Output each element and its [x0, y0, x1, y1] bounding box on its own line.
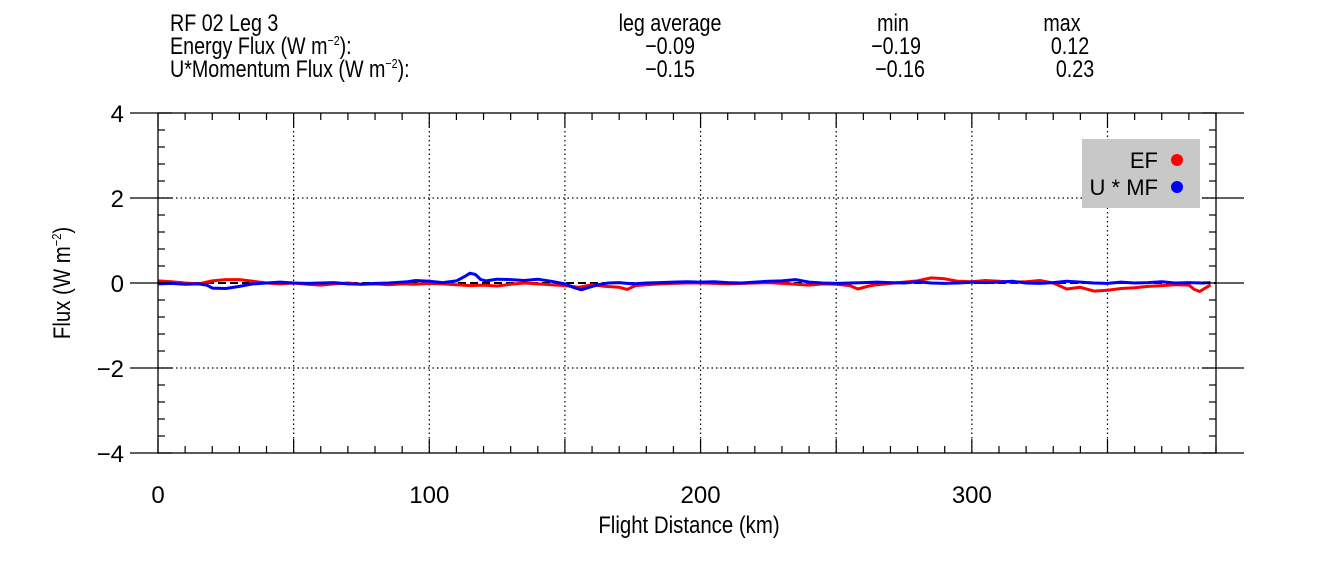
axis-ticks: [130, 112, 1244, 454]
col-leg-average: leg average: [618, 10, 722, 37]
y-tick-label: −2: [97, 356, 124, 383]
momentum-flux-label-suffix: ):: [397, 56, 410, 83]
energy-flux-label: Energy Flux (W m−2):: [170, 33, 352, 60]
energy-flux-label-suffix: ):: [339, 33, 352, 60]
energy-flux-label-text: Energy Flux (W m: [170, 33, 328, 60]
energy-min: −0.19: [871, 33, 921, 60]
momentum-max: 0.23: [1055, 56, 1095, 83]
y-tick-label: −4: [97, 441, 124, 468]
tick-labels: 0 100 200 300 −4 −2 0 2 4: [97, 101, 992, 509]
series-line-umf: [157, 271, 1211, 292]
y-tick-label: 2: [111, 186, 124, 213]
momentum-flux-label-exp: −2: [385, 56, 398, 71]
y-axis-label-main: Flux (W m: [48, 246, 75, 339]
legend: EFU * MF: [1082, 139, 1200, 208]
x-tick-label: 0: [151, 482, 164, 509]
momentum-min: −0.16: [875, 56, 925, 83]
grid-lines: [158, 113, 1216, 453]
x-axis-label: Flight Distance (km): [598, 511, 779, 538]
series-line-ef: [157, 276, 1212, 293]
legend-marker-umf: [1171, 181, 1183, 193]
momentum-flux-label-text: U*Momentum Flux (W m: [170, 56, 386, 83]
y-axis-label-end: ): [48, 227, 75, 234]
y-axis-label: Flux (W m−2): [48, 227, 75, 339]
col-max: max: [1043, 10, 1081, 37]
header-title: RF 02 Leg 3: [170, 10, 279, 37]
y-tick-label: 0: [111, 271, 124, 298]
y-axis-label-exp: −2: [49, 233, 64, 246]
energy-avg: −0.09: [645, 33, 695, 60]
energy-flux-label-exp: −2: [327, 33, 340, 48]
legend-box: [1082, 139, 1200, 208]
x-tick-label: 100: [409, 482, 449, 509]
series-group: [157, 271, 1212, 293]
momentum-flux-label: U*Momentum Flux (W m−2):: [170, 56, 410, 83]
col-min: min: [877, 10, 909, 37]
legend-label-umf: U * MF: [1090, 175, 1158, 200]
legend-marker-ef: [1171, 154, 1183, 166]
x-tick-label: 200: [681, 482, 721, 509]
x-tick-label: 300: [952, 482, 992, 509]
y-tick-label: 4: [111, 101, 124, 128]
energy-max: 0.12: [1050, 33, 1090, 60]
momentum-avg: −0.15: [645, 56, 695, 83]
legend-label-ef: EF: [1130, 148, 1158, 173]
